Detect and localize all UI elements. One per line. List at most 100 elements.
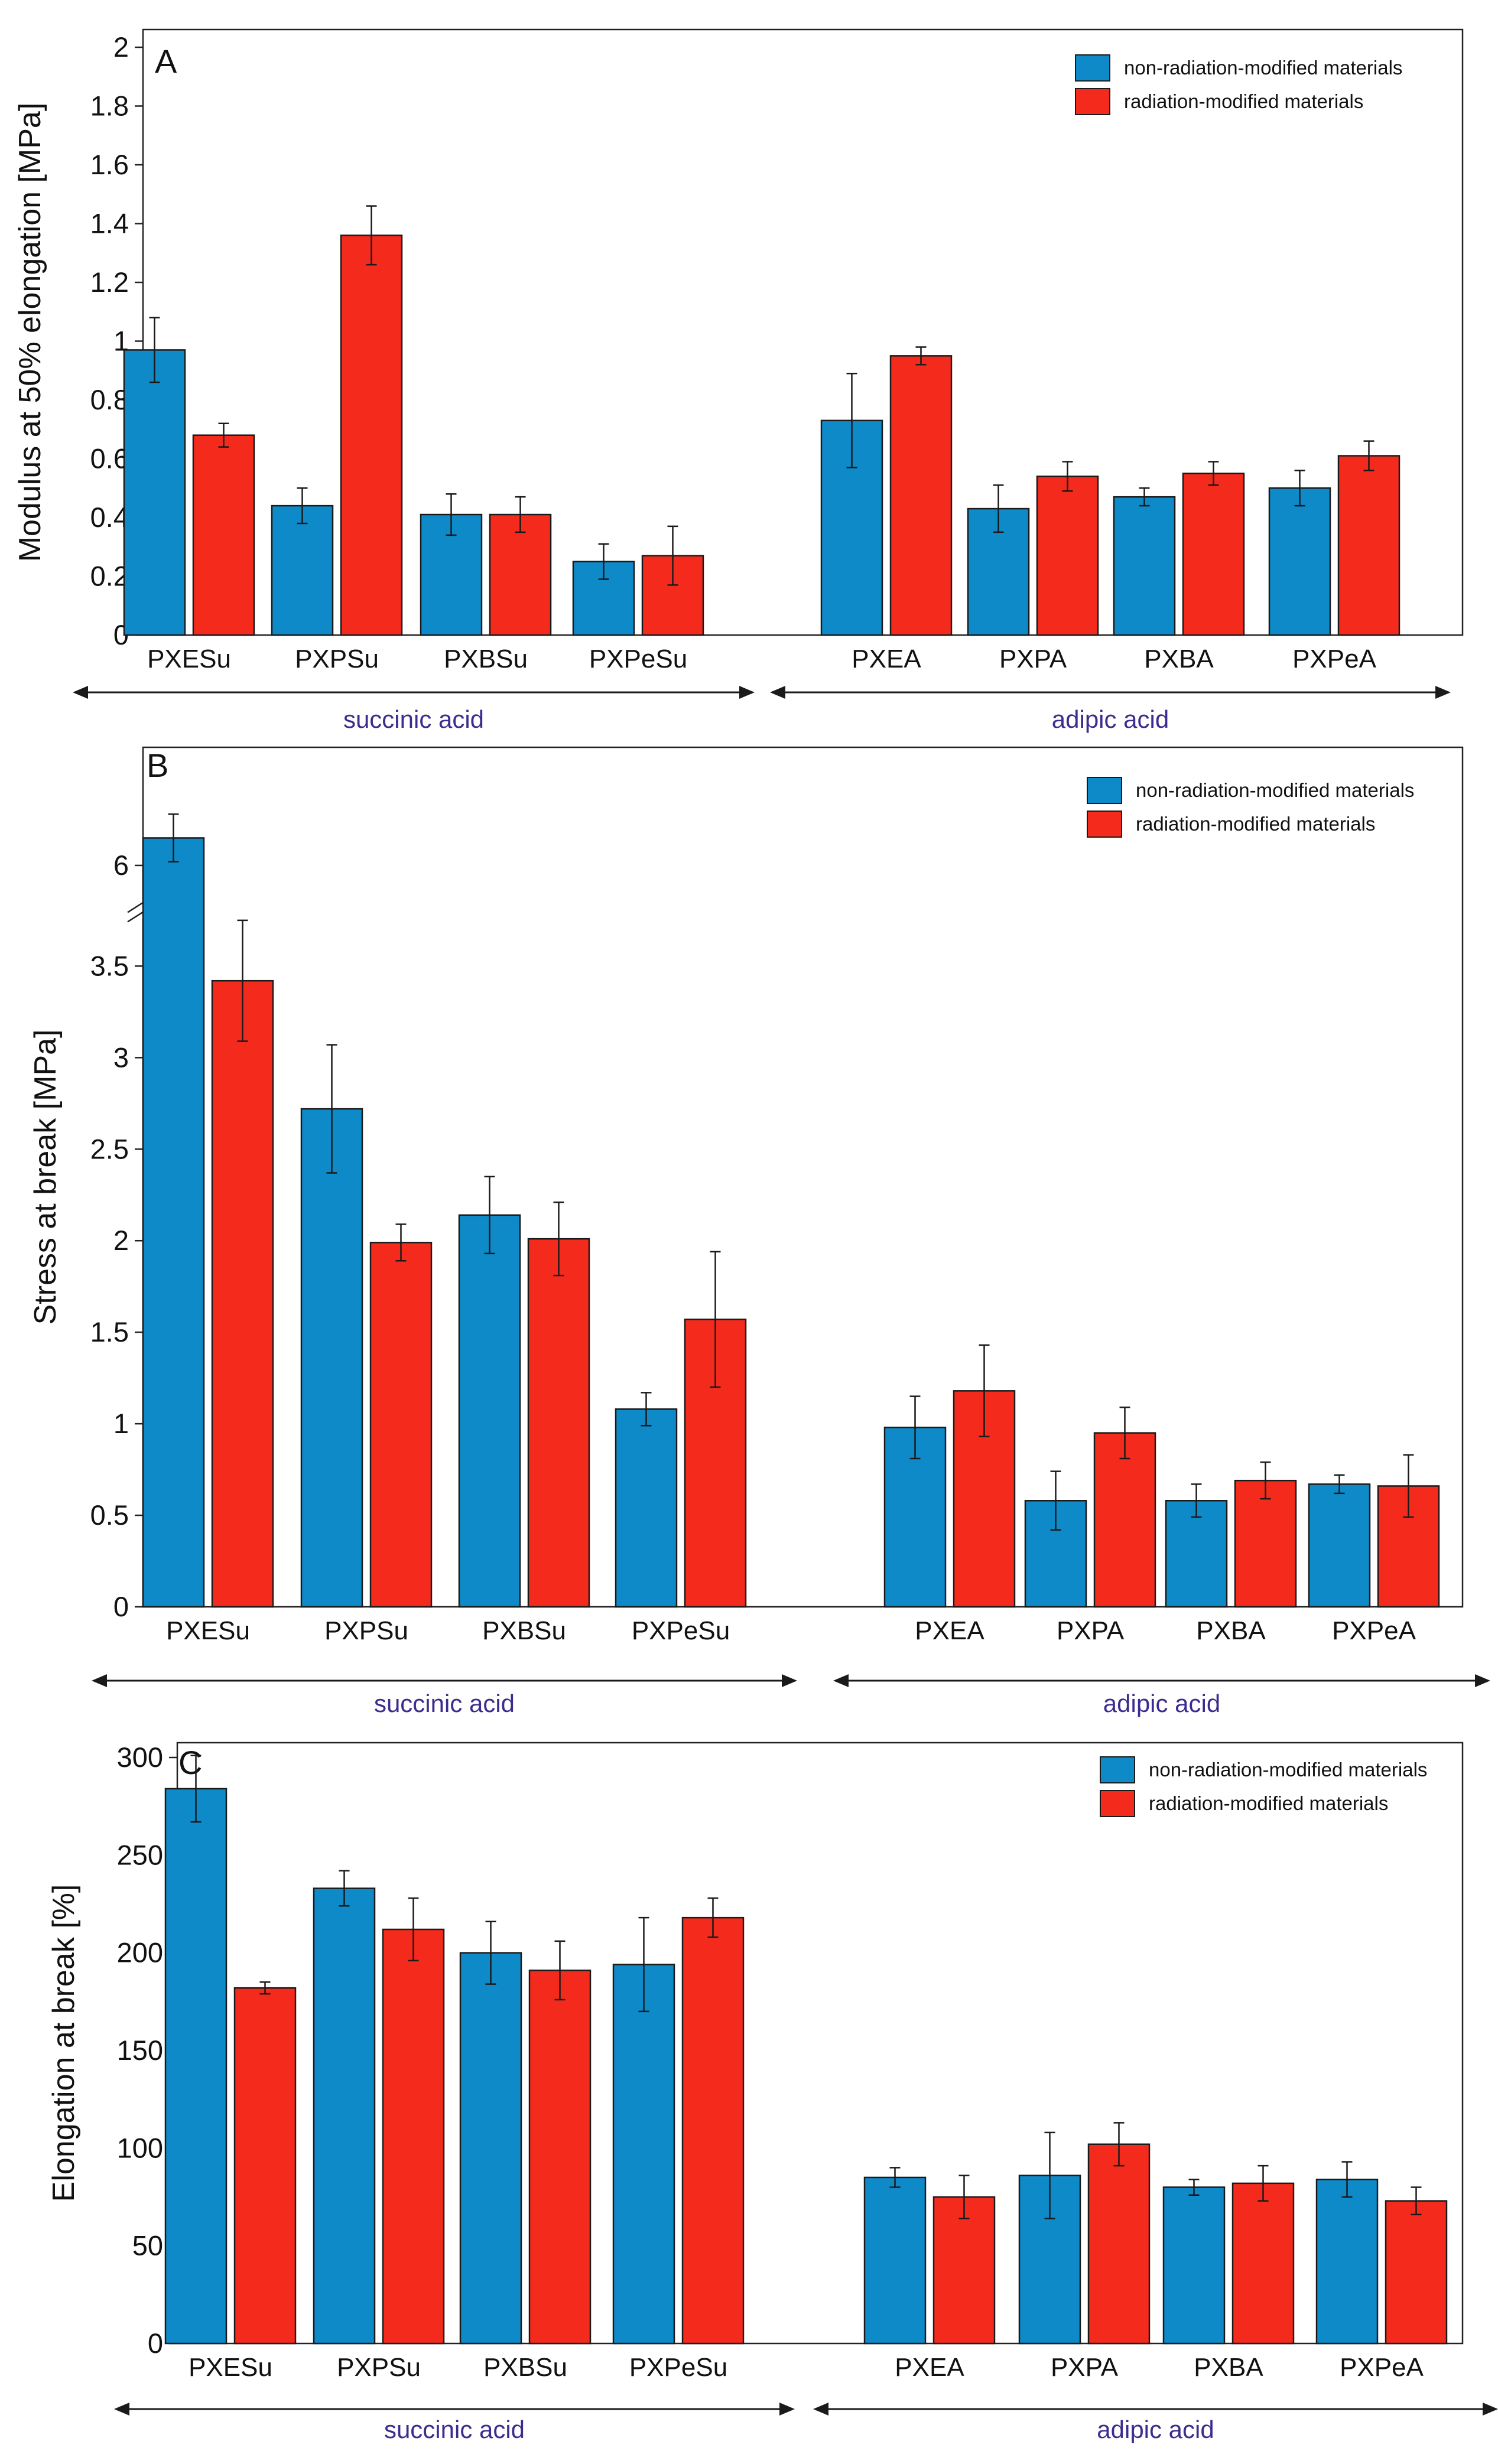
y-tick-label: 3 [113, 1041, 129, 1073]
category-label: PXPSu [337, 2353, 421, 2382]
plot-frame [142, 28, 1464, 636]
y-tick-label: 250 [117, 1839, 163, 1870]
panel-letter: C [178, 1744, 202, 1781]
category-label: PXPeSu [632, 1616, 730, 1645]
bar-non-radiation-pxesu [164, 1788, 228, 2345]
group-arrow-head [92, 1674, 107, 1687]
category-label: PXESu [166, 1616, 250, 1645]
bar-radiation-pxba [1231, 2182, 1295, 2345]
bar-non-radiation-pxpea [1268, 487, 1331, 636]
y-axis-title: Elongation at break [%] [47, 1884, 81, 2202]
category-label: PXPA [1051, 2353, 1119, 2382]
group-arrow-head [1483, 2403, 1498, 2416]
bar-non-radiation-pxpea [1308, 1483, 1371, 1608]
group-label: succinic acid [374, 1690, 515, 1717]
bar-non-radiation-pxpsu [271, 504, 334, 636]
bar-non-radiation-pxesu [123, 349, 186, 636]
y-tick-label: 150 [117, 2035, 163, 2066]
panel-b: 0 0.5 1 1.5 2 2.5 3 3.5 6 Stress at break [MPa] B P… [28, 746, 1490, 1717]
category-label: PXPA [1057, 1616, 1125, 1645]
group-label: succinic acid [384, 2416, 525, 2443]
category-label: PXBA [1194, 2353, 1263, 2382]
category-label: PXPSu [324, 1616, 408, 1645]
y-tick-label: 0 [113, 1591, 129, 1622]
legend-label: non-radiation-modified materials [1136, 779, 1414, 801]
bar-radiation-pxpa [1087, 2143, 1151, 2345]
bar-radiation-pxpa [1036, 476, 1099, 636]
bar-non-radiation-pxbsu [459, 1952, 522, 2345]
category-label: PXPA [999, 645, 1067, 673]
category-label: PXBA [1196, 1616, 1266, 1645]
y-tick-label: 2.5 [90, 1133, 129, 1164]
group-arrow-head [813, 2403, 828, 2416]
group-arrow-head [73, 686, 88, 699]
legend-label: radiation-modified materials [1124, 90, 1363, 112]
category-label: PXEA [895, 2353, 964, 2382]
y-tick-label: 300 [117, 1742, 163, 1773]
group-arrow-head [1435, 686, 1451, 699]
bar-radiation-pxbsu [527, 1238, 590, 1608]
y-tick-label: 0.5 [90, 1499, 129, 1531]
group-arrow-head [782, 1674, 797, 1687]
bar-radiation-pxesu [192, 434, 255, 636]
bar-radiation-pxpea [1385, 2200, 1448, 2345]
legend-label: non-radiation-modified materials [1149, 1759, 1427, 1781]
category-label: PXEA [852, 645, 921, 673]
y-tick-label: 1.2 [90, 266, 129, 298]
category-label: PXPeA [1292, 645, 1377, 673]
legend-swatch-non-radiation [1075, 54, 1110, 82]
y-tick-label: 0 [148, 2328, 163, 2359]
bar-radiation-pxpea [1337, 455, 1400, 636]
group-arrow-head [739, 686, 755, 699]
bar-non-radiation-pxea [863, 2176, 927, 2345]
bar-non-radiation-pxbsu [458, 1214, 521, 1608]
category-label: PXBA [1144, 645, 1214, 673]
y-tick-label: 0.8 [90, 384, 129, 415]
bar-non-radiation-pxpesu [615, 1408, 678, 1608]
bar-radiation-pxba [1234, 1479, 1297, 1608]
bar-non-radiation-pxesu [142, 837, 205, 1608]
y-tick-label: 0.2 [90, 561, 129, 592]
y-tick-label: 1.6 [90, 149, 129, 180]
bar-radiation-pxesu [233, 1987, 297, 2345]
bar-radiation-pxea [889, 355, 953, 636]
group-arrow-head [770, 686, 785, 699]
y-tick-label: 100 [117, 2132, 163, 2163]
group-label: adipic acid [1052, 705, 1169, 733]
panel-letter: A [155, 43, 177, 80]
group-label: succinic acid [343, 705, 484, 733]
y-axis-title: Modulus at 50% elongation [MPa] [13, 103, 47, 562]
legend-label: non-radiation-modified materials [1124, 57, 1402, 79]
bar-radiation-pxpa [1093, 1432, 1156, 1608]
y-tick-label: 1 [113, 1408, 129, 1439]
category-label: PXESu [147, 645, 231, 673]
y-tick-label: 3.5 [90, 950, 129, 981]
bar-non-radiation-pxba [1113, 496, 1176, 636]
category-label: PXESu [189, 2353, 272, 2382]
category-label: PXPeA [1332, 1616, 1416, 1645]
y-tick-label: 200 [117, 1937, 163, 1968]
legend-swatch-radiation [1087, 811, 1122, 838]
legend-swatch-non-radiation [1087, 777, 1122, 804]
category-label: PXPSu [295, 645, 379, 673]
y-tick-label: 0.6 [90, 443, 129, 474]
bar-radiation-pxpsu [340, 235, 403, 636]
legend-label: radiation-modified materials [1149, 1792, 1388, 1814]
y-tick-label: 1.5 [90, 1316, 129, 1347]
category-label: PXEA [915, 1616, 984, 1645]
y-tick-label: 50 [132, 2230, 163, 2261]
y-tick-label: 2 [113, 31, 129, 63]
category-label: PXPeA [1340, 2353, 1424, 2382]
bar-radiation-pxpsu [382, 1928, 445, 2345]
category-label: PXPeSu [629, 2353, 727, 2382]
bar-radiation-pxea [932, 2196, 996, 2345]
bar-radiation-pxbsu [528, 1970, 592, 2345]
category-label: PXBSu [444, 645, 528, 673]
legend-label: radiation-modified materials [1136, 813, 1375, 835]
category-label: PXBSu [482, 1616, 566, 1645]
y-tick-label: 2 [113, 1225, 129, 1256]
bar-non-radiation-pxpsu [300, 1108, 363, 1608]
group-arrow-head [779, 2403, 795, 2416]
